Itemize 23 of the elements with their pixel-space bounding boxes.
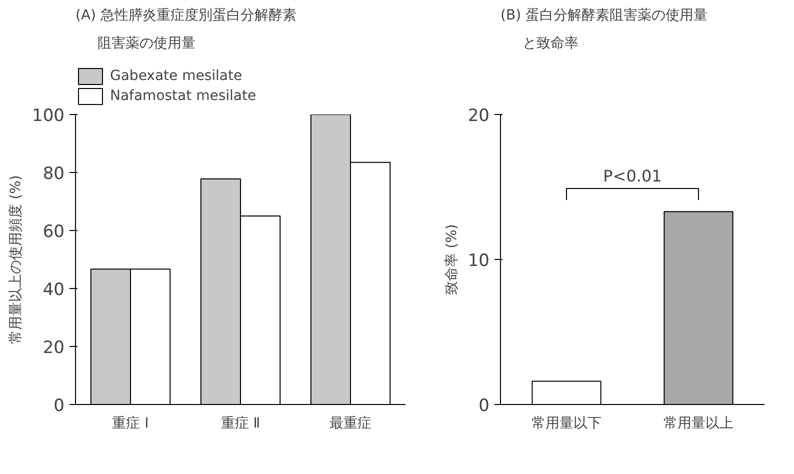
legend-label: Nafamostat mesilate — [110, 88, 256, 104]
x-tick-label: 重症 Ⅱ — [220, 416, 260, 432]
y-tick-label: 10 — [468, 251, 490, 271]
y-tick-label: 20 — [42, 338, 65, 358]
chart-title: (A) 急性膵炎重症度別蛋白分解酵素 — [76, 8, 296, 24]
y-tick-label: 20 — [468, 106, 490, 126]
x-tick-label: 重症 Ⅰ — [112, 416, 149, 432]
y-tick-label: 0 — [478, 396, 490, 416]
y-tick-label: 0 — [54, 396, 65, 416]
annotation: P<0.01 — [603, 166, 662, 186]
y-tick-label: 80 — [42, 164, 65, 184]
x-tick-label: 最重症 — [330, 416, 372, 432]
y-axis-title: 致命率 (%) — [444, 224, 460, 295]
x-tick-label: 常用量以下 — [532, 416, 602, 432]
y-tick-label: 40 — [42, 280, 65, 300]
legend-label: Gabexate mesilate — [110, 68, 242, 84]
y-tick-label: 60 — [42, 222, 65, 242]
y-tick-label: 100 — [32, 106, 65, 126]
chart-title: (B) 蛋白分解酵素阻害薬の使用量 — [500, 8, 708, 24]
y-axis-title: 常用量以上の使用頻度 (%) — [8, 175, 24, 344]
x-tick-label: 常用量以上 — [664, 416, 734, 432]
chart-subtitle: と致命率 — [522, 36, 578, 52]
chart-subtitle: 阻害薬の使用量 — [98, 36, 196, 52]
